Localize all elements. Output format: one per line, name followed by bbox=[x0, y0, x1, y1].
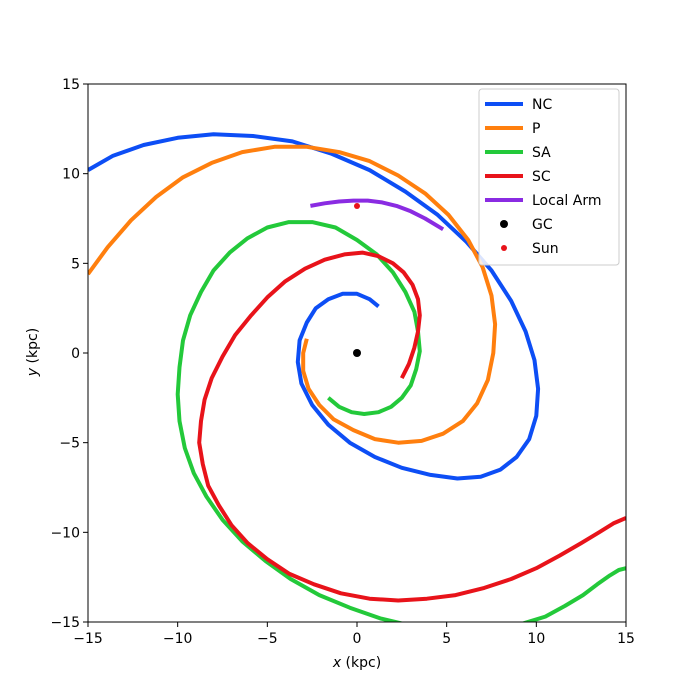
axis-ticks: −15 −10 −5 0 5 10 15 −15 −10 −5 0 5 10 15 bbox=[50, 77, 634, 647]
x-tick-label: 0 bbox=[353, 631, 362, 647]
y-tick-label: −15 bbox=[50, 615, 80, 631]
legend-swatch-gc bbox=[500, 220, 508, 228]
series-line-nc bbox=[88, 132, 541, 481]
legend-label-sun: Sun bbox=[532, 241, 559, 257]
point-sun bbox=[354, 202, 360, 209]
legend-label-gc: GC bbox=[532, 217, 553, 233]
y-axis-label: y (kpc) bbox=[25, 328, 41, 377]
point-gc bbox=[353, 349, 361, 357]
x-tick-label: −15 bbox=[73, 631, 103, 647]
axes-frame bbox=[87, 83, 627, 623]
x-tick-label: 5 bbox=[442, 631, 451, 647]
y-tick-label: −10 bbox=[50, 525, 80, 541]
y-tick-label: 10 bbox=[62, 167, 80, 183]
y-axis-variable: y bbox=[25, 367, 41, 377]
x-tick-label: −5 bbox=[257, 631, 278, 647]
legend-label-p: P bbox=[532, 121, 540, 137]
y-axis-unit: (kpc) bbox=[25, 328, 41, 368]
series-line-sc bbox=[197, 250, 626, 603]
y-tick-label: 15 bbox=[62, 77, 80, 93]
x-axis-variable: x bbox=[332, 655, 342, 671]
series-line-local-arm bbox=[310, 198, 445, 232]
series-line-sa bbox=[175, 220, 626, 622]
plot-area bbox=[88, 132, 626, 622]
legend-box bbox=[478, 88, 620, 266]
legend-label-sa: SA bbox=[532, 145, 551, 161]
x-axis-unit: (kpc) bbox=[341, 655, 381, 671]
y-tick-label: 0 bbox=[71, 346, 80, 362]
y-tick-label: 5 bbox=[71, 256, 80, 272]
x-tick-label: 15 bbox=[617, 631, 635, 647]
x-tick-label: 10 bbox=[527, 631, 545, 647]
y-tick-label: −5 bbox=[59, 436, 80, 452]
legend-swatch-sun bbox=[501, 245, 507, 251]
legend: NC P SA SC Local Arm GC Sun bbox=[478, 88, 620, 266]
series-line-p bbox=[88, 144, 498, 445]
x-tick-label: −10 bbox=[163, 631, 193, 647]
x-axis-label: x (kpc) bbox=[332, 655, 381, 671]
legend-label-sc: SC bbox=[532, 169, 551, 185]
legend-label-nc: NC bbox=[532, 97, 552, 113]
legend-label-local-arm: Local Arm bbox=[532, 193, 601, 209]
